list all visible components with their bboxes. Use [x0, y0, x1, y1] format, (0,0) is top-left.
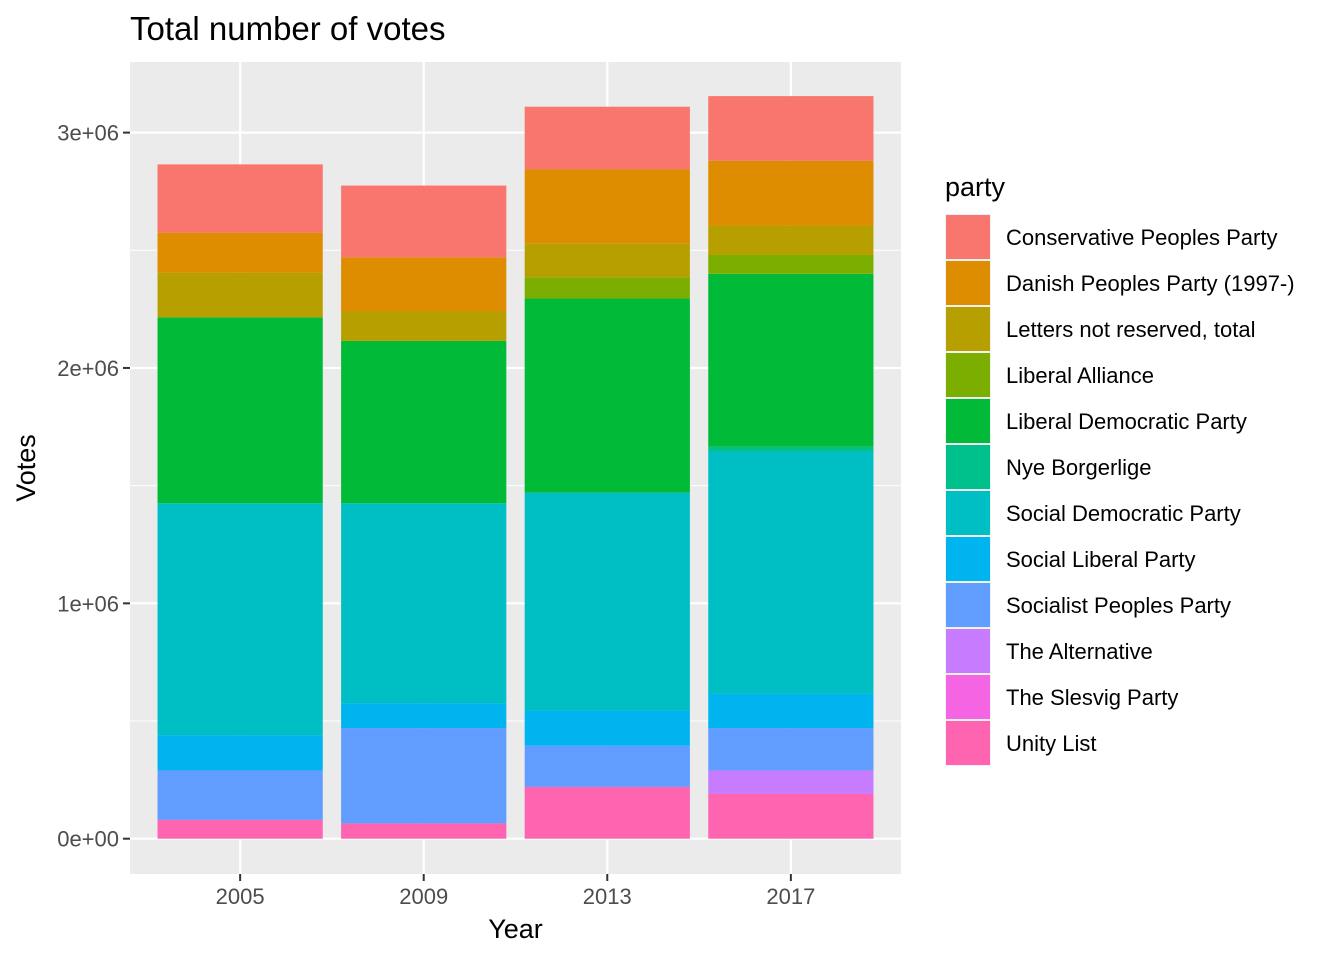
- bar-segment-2017-1: [708, 160, 874, 226]
- x-tick-label: 2009: [399, 884, 448, 909]
- legend-label: Liberal Democratic Party: [1006, 409, 1247, 434]
- chart-title: Total number of votes: [130, 10, 446, 47]
- bar-segment-2013-8: [524, 745, 690, 787]
- legend-label: Social Liberal Party: [1006, 547, 1196, 572]
- bar-segment-2017-0: [708, 96, 874, 161]
- x-tick-label: 2013: [583, 884, 632, 909]
- bar-segment-2017-2: [708, 225, 874, 255]
- bar-segment-2009-8: [341, 728, 507, 824]
- bar-segment-2017-4: [708, 273, 874, 447]
- y-tick-label: 3e+06: [57, 121, 119, 146]
- legend-label: Unity List: [1006, 731, 1096, 756]
- legend-label: The Alternative: [1006, 639, 1153, 664]
- legend-key: [946, 399, 990, 443]
- legend-key: [946, 721, 990, 765]
- legend-key: [946, 629, 990, 673]
- legend-key: [946, 491, 990, 535]
- bar-segment-2013-7: [524, 710, 690, 746]
- legend-label: The Slesvig Party: [1006, 685, 1178, 710]
- bar-segment-2009-6: [341, 503, 507, 704]
- y-tick-label: 0e+00: [57, 827, 119, 852]
- y-axis-title: Votes: [11, 434, 41, 502]
- legend-label: Letters not reserved, total: [1006, 317, 1255, 342]
- x-axis: 2005 2009 2013 2017: [216, 874, 815, 909]
- bar-segment-2013-4: [524, 298, 690, 493]
- legend-key: [946, 353, 990, 397]
- bar-segment-2005-8: [157, 770, 323, 820]
- bars: [157, 96, 874, 839]
- bar-segment-2013-3: [524, 277, 690, 299]
- legend-key: [946, 583, 990, 627]
- bar-segment-2009-11: [341, 823, 507, 839]
- bar-segment-2005-6: [157, 503, 323, 736]
- bar-segment-2017-6: [708, 451, 874, 694]
- bar-segment-2005-2: [157, 272, 323, 318]
- y-tick-label: 2e+06: [57, 356, 119, 381]
- bar-segment-2009-0: [341, 185, 507, 258]
- legend-title: party: [945, 172, 1006, 202]
- legend-key: [946, 445, 990, 489]
- legend-label: Socialist Peoples Party: [1006, 593, 1231, 618]
- legend-label: Nye Borgerlige: [1006, 455, 1152, 480]
- bar-segment-2013-1: [524, 169, 690, 244]
- x-tick-label: 2005: [216, 884, 265, 909]
- legend: Conservative Peoples Party Danish Peoples…: [945, 214, 1295, 766]
- bar-segment-2009-4: [341, 340, 507, 504]
- legend-label: Liberal Alliance: [1006, 363, 1154, 388]
- bar-segment-2017-11: [708, 793, 874, 839]
- legend-key: [946, 537, 990, 581]
- bar-segment-2009-2: [341, 311, 507, 341]
- y-tick-label: 1e+06: [57, 591, 119, 616]
- bar-segment-2013-0: [524, 106, 690, 170]
- bar-segment-2017-9: [708, 770, 874, 794]
- legend-key: [946, 215, 990, 259]
- legend-key: [946, 307, 990, 351]
- bar-segment-2005-4: [157, 317, 323, 504]
- bar-segment-2005-1: [157, 232, 323, 273]
- legend-key: [946, 261, 990, 305]
- bar-segment-2013-6: [524, 492, 690, 711]
- bar-segment-2009-7: [341, 703, 507, 729]
- x-axis-title: Year: [488, 914, 543, 944]
- legend-label: Conservative Peoples Party: [1006, 225, 1277, 250]
- bar-segment-2013-11: [524, 786, 690, 839]
- bar-segment-2017-3: [708, 254, 874, 274]
- bar-segment-2005-7: [157, 735, 323, 771]
- bar-segment-2017-8: [708, 728, 874, 771]
- legend-label: Social Democratic Party: [1006, 501, 1241, 526]
- legend-label: Danish Peoples Party (1997-): [1006, 271, 1295, 296]
- bar-segment-2017-5: [708, 446, 874, 452]
- bar-segment-2005-0: [157, 164, 323, 233]
- bar-segment-2009-1: [341, 257, 507, 312]
- bar-segment-2005-11: [157, 819, 323, 839]
- bar-segment-2013-2: [524, 243, 690, 278]
- y-axis: 0e+00 1e+06 2e+06 3e+06: [57, 121, 130, 852]
- bar-segment-2017-7: [708, 693, 874, 729]
- legend-key: [946, 675, 990, 719]
- x-tick-label: 2017: [766, 884, 815, 909]
